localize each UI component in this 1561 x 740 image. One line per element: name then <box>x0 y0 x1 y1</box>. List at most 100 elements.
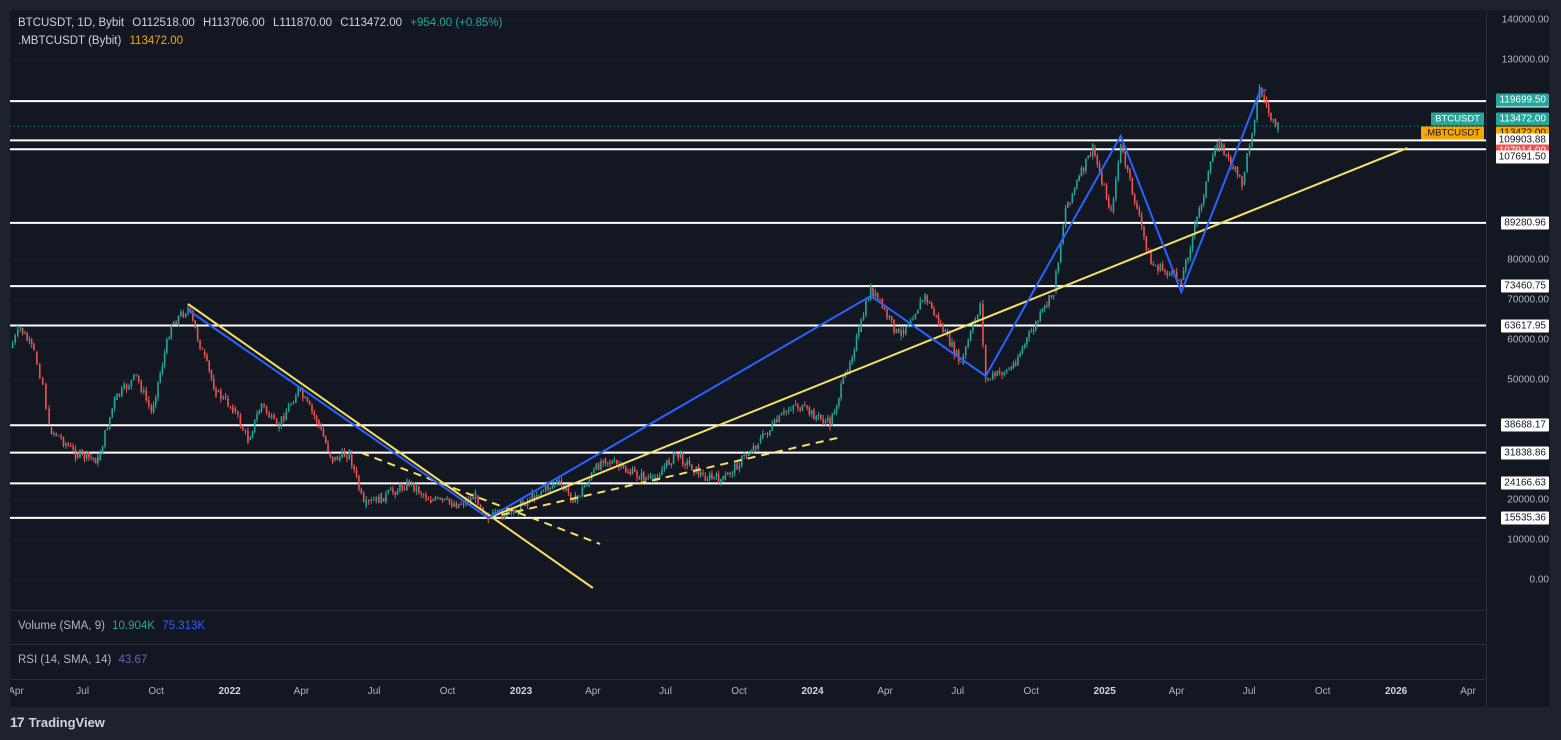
candle-body <box>387 490 390 493</box>
legend-symbol[interactable]: BTCUSDT, 1D, Bybit <box>18 17 125 29</box>
candle-body <box>663 466 666 470</box>
candle-body <box>517 511 520 513</box>
candle-body <box>865 300 867 316</box>
candle-body <box>636 471 638 478</box>
symbol-price-tag[interactable]: .MBTCUSDT <box>1420 126 1484 140</box>
trend-line[interactable] <box>487 147 1408 519</box>
price-level-tag[interactable]: 15535.36 <box>1501 511 1549 525</box>
candle-body <box>203 352 206 355</box>
candle-body <box>738 465 741 470</box>
price-chart-canvas[interactable] <box>10 10 1486 679</box>
time-axis[interactable]: Apr Jul Oct 2022 Apr Jul Oct 2023 Apr Jul Oct 2024 A… <box>10 679 1486 707</box>
trend-line[interactable] <box>187 303 594 589</box>
time-axis-label: Oct <box>1314 686 1331 697</box>
candle-body <box>593 469 595 473</box>
candle-body <box>736 463 738 470</box>
candle-body <box>109 417 111 430</box>
candle-body <box>917 309 919 314</box>
candle-body <box>846 371 849 373</box>
candle-body <box>813 410 815 420</box>
candle-body <box>253 419 256 432</box>
candle-body <box>88 452 90 458</box>
candle-body <box>1023 344 1026 348</box>
candle-body <box>494 511 497 513</box>
candle-body <box>420 493 423 495</box>
candle-body <box>595 463 598 470</box>
candle-body <box>377 496 380 503</box>
zigzag-path[interactable] <box>187 89 1267 520</box>
candle-body <box>462 504 465 506</box>
candle-body <box>249 437 252 440</box>
price-level-tag[interactable]: 24166.63 <box>1501 476 1549 490</box>
candle-body <box>937 314 940 324</box>
candle-body <box>743 454 745 457</box>
price-level-tag[interactable]: 107691.50 <box>1495 150 1549 164</box>
price-level-tag[interactable]: 38688.17 <box>1501 418 1549 432</box>
price-level-tag[interactable]: 31838.86 <box>1501 446 1549 460</box>
compare-value: 113472.00 <box>129 35 184 47</box>
candle-body <box>1267 104 1270 114</box>
candle-body <box>840 383 842 399</box>
compare-symbol[interactable]: .MBTCUSDT (Bybit) <box>18 35 122 47</box>
candle-body <box>148 399 150 406</box>
candle-body <box>280 416 283 426</box>
candle-body <box>450 502 453 507</box>
pane-separator[interactable] <box>10 610 1486 611</box>
candle-body <box>90 457 92 459</box>
candle-body <box>912 318 914 321</box>
candle-body <box>540 491 542 495</box>
candle-body <box>939 323 942 325</box>
candle-body <box>403 489 406 491</box>
candle-body <box>53 433 55 435</box>
candle-body <box>320 425 322 429</box>
candle-body <box>1124 151 1127 166</box>
dashed-trend-line[interactable] <box>360 451 601 545</box>
tradingview-brand[interactable]: 17 TradingView <box>10 714 105 730</box>
candle-body <box>914 313 917 319</box>
volume-pane-label[interactable]: Volume (SMA, 9) 10.904K 75.313K <box>18 620 205 632</box>
dashed-trend-line[interactable] <box>488 437 838 519</box>
price-level-tag[interactable]: 109903.88 <box>1495 133 1549 147</box>
candle-body <box>907 324 910 328</box>
candle-body <box>1154 265 1157 267</box>
pane-separator[interactable] <box>10 644 1486 645</box>
candle-body <box>583 485 586 488</box>
candle-body <box>824 421 827 423</box>
price-level-tag[interactable]: 89280.96 <box>1501 216 1549 230</box>
candle-body <box>65 443 67 446</box>
candle-body <box>935 314 938 316</box>
candle-body <box>638 477 641 480</box>
candle-body <box>1251 133 1253 146</box>
time-axis-label: Apr <box>877 686 893 697</box>
candle-body <box>1236 167 1239 175</box>
price-level-tag[interactable]: 113472.00 <box>1496 112 1549 126</box>
legend-open: O112518.00 <box>132 17 195 29</box>
price-level-tag[interactable]: 73460.75 <box>1501 279 1549 293</box>
candle-body <box>553 483 556 485</box>
price-level-tag[interactable]: 119699.50 <box>1496 93 1549 107</box>
candle-body <box>1082 168 1085 171</box>
candle-body <box>611 461 614 464</box>
candle-body <box>492 511 494 517</box>
candle-body <box>1216 144 1219 150</box>
rsi-pane-label[interactable]: RSI (14, SMA, 14) 43.67 <box>18 654 147 666</box>
chart-container[interactable]: BTCUSDT, 1D, Bybit O112518.00 H113706.00… <box>10 10 1550 707</box>
candle-body <box>1059 243 1062 263</box>
candle-body <box>567 487 570 493</box>
symbol-price-tag[interactable]: BTCUSDT <box>1431 112 1484 126</box>
candle-body <box>99 453 102 460</box>
price-scale[interactable]: 140000.00 130000.00 80000.00 70000.00 60000.… <box>1486 10 1550 707</box>
candle-body <box>609 462 611 464</box>
candle-body <box>579 495 581 497</box>
candle-body <box>372 499 375 501</box>
candle-body <box>41 378 44 385</box>
price-level-tag[interactable]: 63617.95 <box>1501 319 1549 333</box>
candle-body <box>278 425 280 428</box>
candle-body <box>944 330 947 332</box>
candle-body <box>987 378 989 380</box>
candle-body <box>1143 226 1145 237</box>
candle-body <box>415 486 418 492</box>
candle-body <box>375 496 378 501</box>
price-tick-label: 130000.00 <box>1501 54 1549 66</box>
candle-body <box>429 499 432 503</box>
